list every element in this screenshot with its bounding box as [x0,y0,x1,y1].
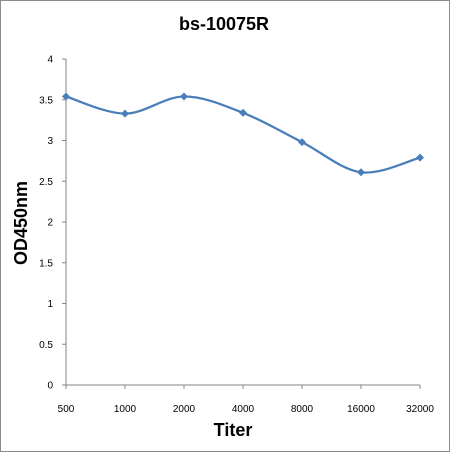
y-tick-label: 3.5 [39,95,53,106]
data-point-marker [357,168,365,177]
data-point-marker [121,109,129,118]
y-tick-label: 2.5 [39,177,53,188]
data-point-marker [62,92,70,101]
series-line [65,95,421,174]
x-tick-label: 4000 [232,404,255,415]
data-point-marker [298,138,306,147]
x-tick-label: 1000 [114,404,137,415]
y-axis-label: OD450nm [11,181,31,265]
y-tick-label: 0.5 [39,340,53,351]
y-tick-label: 3 [47,136,53,147]
y-tick-label: 1.5 [39,258,53,269]
data-point-marker [239,108,247,117]
x-tick-label: 8000 [291,404,314,415]
x-axis: 500 1000 2000 4000 8000 16000 32000 [58,385,434,415]
x-tick-label: 500 [58,404,75,415]
y-tick-label: 1 [47,299,53,310]
x-tick-label: 2000 [173,404,196,415]
data-points [62,92,424,177]
y-axis: 0 0.5 1 1.5 2 2.5 3 3.5 4 [39,55,66,392]
y-tick-label: 0 [47,381,53,392]
chart-title: bs-10075R [179,14,269,34]
y-tick-label: 2 [47,218,53,229]
x-axis-label: Titer [214,420,253,440]
x-tick-label: 16000 [347,404,375,415]
data-point-marker [180,92,188,101]
data-point-marker [416,153,424,162]
x-tick-label: 32000 [406,404,434,415]
y-tick-label: 4 [47,55,53,66]
